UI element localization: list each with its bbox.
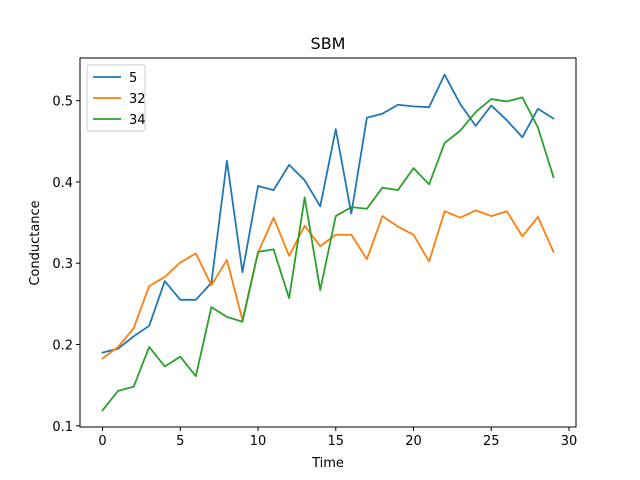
x-axis-label: Time: [311, 456, 344, 471]
x-tick-label-30: 30: [561, 434, 578, 449]
y-tick-label-0.1: 0.1: [52, 420, 73, 435]
x-tick-label-10: 10: [250, 434, 267, 449]
legend-label-34: 34: [129, 113, 146, 128]
y-tick-label-0.2: 0.2: [52, 339, 73, 354]
series-line-32: [101, 209, 555, 360]
y-tick-label-0.5: 0.5: [52, 95, 73, 110]
x-tick-label-20: 20: [405, 434, 422, 449]
x-tick-label-15: 15: [328, 434, 345, 449]
y-axis-label: Conductance: [28, 200, 43, 285]
axes-frame: [79, 57, 577, 428]
series-line-34: [101, 96, 555, 412]
legend: 5 32 34: [86, 64, 146, 132]
x-tick-label-0: 0: [98, 434, 106, 449]
axis-ticks: 0 5 10 15 20 25 30 0.1 0.2 0.3 0.4 0.5: [52, 95, 577, 449]
legend-label-5: 5: [129, 71, 137, 86]
series-line-5: [101, 73, 555, 354]
legend-label-32: 32: [129, 92, 146, 107]
y-tick-label-0.3: 0.3: [52, 257, 73, 272]
y-tick-label-0.4: 0.4: [52, 176, 73, 191]
x-tick-label-5: 5: [176, 434, 184, 449]
chart-title: SBM: [311, 34, 346, 53]
plot-area: [79, 57, 577, 428]
x-tick-label-25: 25: [483, 434, 500, 449]
